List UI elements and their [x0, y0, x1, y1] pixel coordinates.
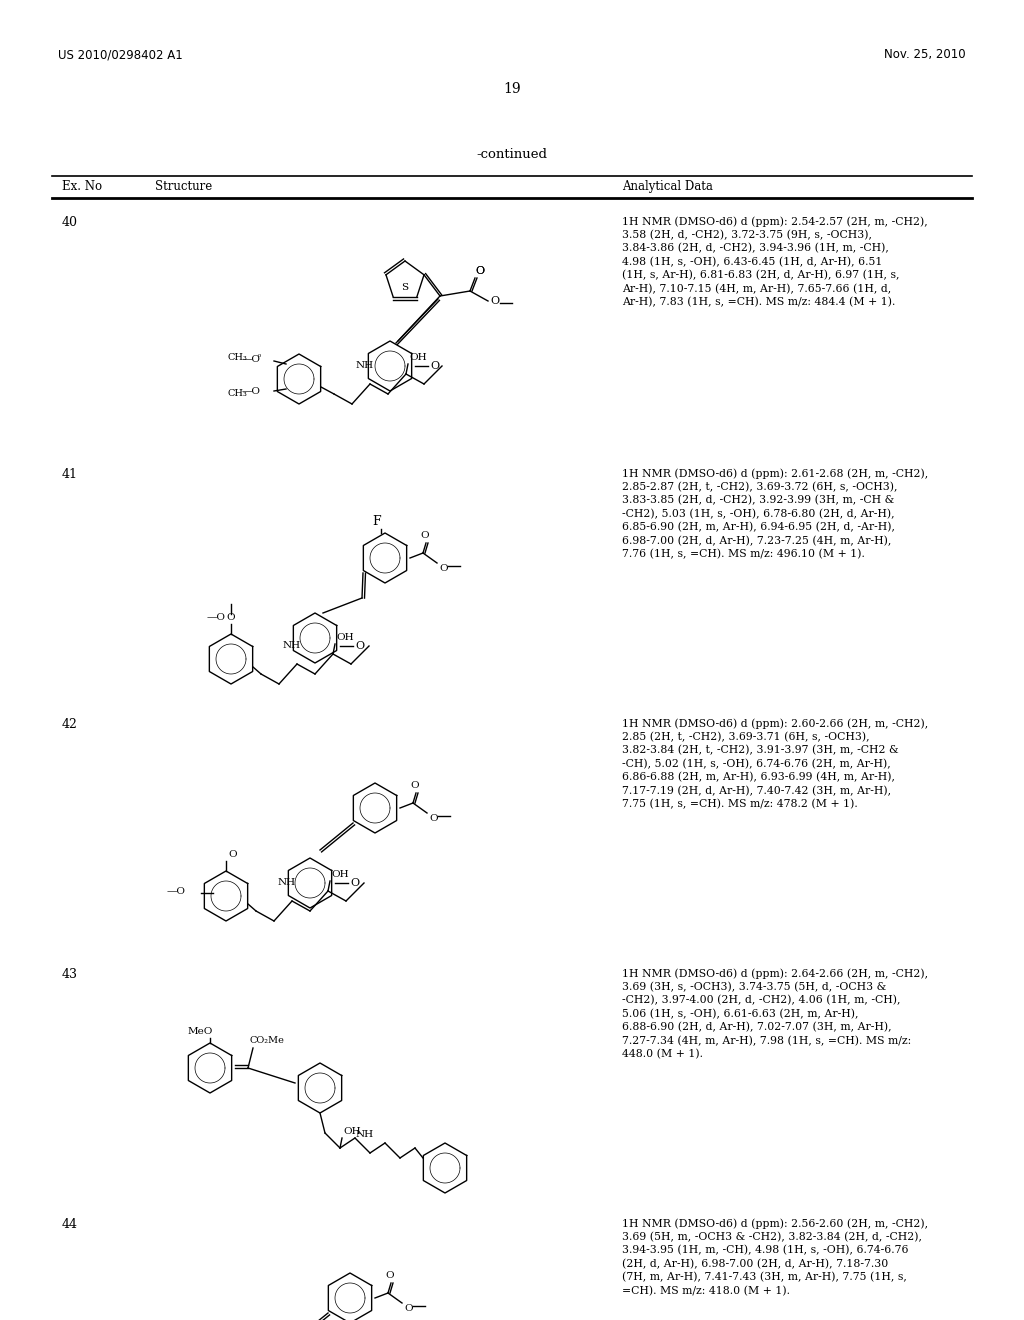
Text: Ar-H), 7.10-7.15 (4H, m, Ar-H), 7.65-7.66 (1H, d,: Ar-H), 7.10-7.15 (4H, m, Ar-H), 7.65-7.6… — [622, 284, 891, 294]
Text: O: O — [439, 564, 447, 573]
Text: Ex. No: Ex. No — [62, 180, 102, 193]
Text: OH: OH — [331, 870, 348, 879]
Text: Ar-H), 7.83 (1H, s, =CH). MS m/z: 484.4 (M + 1).: Ar-H), 7.83 (1H, s, =CH). MS m/z: 484.4 … — [622, 297, 895, 308]
Text: US 2010/0298402 A1: US 2010/0298402 A1 — [58, 48, 182, 61]
Text: O: O — [386, 1271, 394, 1280]
Text: O: O — [404, 1304, 413, 1313]
Text: 2.85 (2H, t, -CH2), 3.69-3.71 (6H, s, -OCH3),: 2.85 (2H, t, -CH2), 3.69-3.71 (6H, s, -O… — [622, 731, 869, 742]
Text: F: F — [373, 515, 381, 528]
Text: -continued: -continued — [476, 148, 548, 161]
Text: 7.17-7.19 (2H, d, Ar-H), 7.40-7.42 (3H, m, Ar-H),: 7.17-7.19 (2H, d, Ar-H), 7.40-7.42 (3H, … — [622, 785, 891, 796]
Text: 42: 42 — [62, 718, 78, 731]
Text: 7.27-7.34 (4H, m, Ar-H), 7.98 (1H, s, =CH). MS m/z:: 7.27-7.34 (4H, m, Ar-H), 7.98 (1H, s, =C… — [622, 1035, 911, 1045]
Text: CO₂Me: CO₂Me — [250, 1036, 285, 1045]
Text: NH: NH — [356, 360, 374, 370]
Text: 6.98-7.00 (2H, d, Ar-H), 7.23-7.25 (4H, m, Ar-H),: 6.98-7.00 (2H, d, Ar-H), 7.23-7.25 (4H, … — [622, 536, 891, 546]
Text: 448.0 (M + 1).: 448.0 (M + 1). — [622, 1049, 703, 1060]
Text: MeO: MeO — [187, 1027, 213, 1036]
Text: NH: NH — [278, 878, 296, 887]
Text: O: O — [490, 296, 499, 306]
Text: O: O — [475, 267, 484, 276]
Text: O: O — [421, 531, 429, 540]
Text: 6.88-6.90 (2H, d, Ar-H), 7.02-7.07 (3H, m, Ar-H),: 6.88-6.90 (2H, d, Ar-H), 7.02-7.07 (3H, … — [622, 1022, 892, 1032]
Text: (1H, s, Ar-H), 6.81-6.83 (2H, d, Ar-H), 6.97 (1H, s,: (1H, s, Ar-H), 6.81-6.83 (2H, d, Ar-H), … — [622, 271, 899, 280]
Text: O: O — [355, 642, 365, 651]
Text: 1H NMR (DMSO-d6) d (ppm): 2.60-2.66 (2H, m, -CH2),: 1H NMR (DMSO-d6) d (ppm): 2.60-2.66 (2H,… — [622, 718, 928, 729]
Text: 3.84-3.86 (2H, d, -CH2), 3.94-3.96 (1H, m, -CH),: 3.84-3.86 (2H, d, -CH2), 3.94-3.96 (1H, … — [622, 243, 889, 253]
Text: 43: 43 — [62, 968, 78, 981]
Text: CH₃: CH₃ — [227, 352, 247, 362]
Text: —O: —O — [242, 387, 261, 396]
Text: 1H NMR (DMSO-d6) d (ppm): 2.64-2.66 (2H, m, -CH2),: 1H NMR (DMSO-d6) d (ppm): 2.64-2.66 (2H,… — [622, 968, 928, 978]
Text: (7H, m, Ar-H), 7.41-7.43 (3H, m, Ar-H), 7.75 (1H, s,: (7H, m, Ar-H), 7.41-7.43 (3H, m, Ar-H), … — [622, 1272, 907, 1282]
Text: o: o — [257, 352, 261, 358]
Text: O: O — [350, 878, 359, 888]
Text: Structure: Structure — [155, 180, 212, 193]
Text: 3.94-3.95 (1H, m, -CH), 4.98 (1H, s, -OH), 6.74-6.76: 3.94-3.95 (1H, m, -CH), 4.98 (1H, s, -OH… — [622, 1245, 908, 1255]
Text: O: O — [411, 781, 419, 789]
Text: (2H, d, Ar-H), 6.98-7.00 (2H, d, Ar-H), 7.18-7.30: (2H, d, Ar-H), 6.98-7.00 (2H, d, Ar-H), … — [622, 1258, 888, 1269]
Text: 3.83-3.85 (2H, d, -CH2), 3.92-3.99 (3H, m, -CH &: 3.83-3.85 (2H, d, -CH2), 3.92-3.99 (3H, … — [622, 495, 894, 506]
Text: CH₃: CH₃ — [227, 388, 247, 397]
Text: -CH), 5.02 (1H, s, -OH), 6.74-6.76 (2H, m, Ar-H),: -CH), 5.02 (1H, s, -OH), 6.74-6.76 (2H, … — [622, 759, 891, 768]
Text: 3.69 (3H, s, -OCH3), 3.74-3.75 (5H, d, -OCH3 &: 3.69 (3H, s, -OCH3), 3.74-3.75 (5H, d, -… — [622, 982, 886, 991]
Text: 7.75 (1H, s, =CH). MS m/z: 478.2 (M + 1).: 7.75 (1H, s, =CH). MS m/z: 478.2 (M + 1)… — [622, 799, 858, 809]
Text: 2.85-2.87 (2H, t, -CH2), 3.69-3.72 (6H, s, -OCH3),: 2.85-2.87 (2H, t, -CH2), 3.69-3.72 (6H, … — [622, 482, 897, 492]
Text: NH: NH — [283, 642, 301, 649]
Text: -CH2), 3.97-4.00 (2H, d, -CH2), 4.06 (1H, m, -CH),: -CH2), 3.97-4.00 (2H, d, -CH2), 4.06 (1H… — [622, 995, 900, 1006]
Text: 1H NMR (DMSO-d6) d (ppm): 2.54-2.57 (2H, m, -CH2),: 1H NMR (DMSO-d6) d (ppm): 2.54-2.57 (2H,… — [622, 216, 928, 227]
Text: 3.58 (2H, d, -CH2), 3.72-3.75 (9H, s, -OCH3),: 3.58 (2H, d, -CH2), 3.72-3.75 (9H, s, -O… — [622, 230, 872, 240]
Text: 3.69 (5H, m, -OCH3 & -CH2), 3.82-3.84 (2H, d, -CH2),: 3.69 (5H, m, -OCH3 & -CH2), 3.82-3.84 (2… — [622, 1232, 922, 1242]
Text: 19: 19 — [503, 82, 521, 96]
Text: O: O — [228, 850, 237, 859]
Text: —O: —O — [242, 355, 261, 363]
Text: O: O — [226, 612, 236, 622]
Text: NH: NH — [356, 1130, 374, 1139]
Text: Analytical Data: Analytical Data — [622, 180, 713, 193]
Text: OH: OH — [336, 634, 353, 642]
Text: 3.82-3.84 (2H, t, -CH2), 3.91-3.97 (3H, m, -CH2 &: 3.82-3.84 (2H, t, -CH2), 3.91-3.97 (3H, … — [622, 744, 899, 755]
Text: S: S — [401, 284, 409, 293]
Text: OH: OH — [343, 1127, 360, 1137]
Text: 44: 44 — [62, 1218, 78, 1232]
Text: =CH). MS m/z: 418.0 (M + 1).: =CH). MS m/z: 418.0 (M + 1). — [622, 1286, 790, 1296]
Text: O: O — [430, 360, 439, 371]
Text: 41: 41 — [62, 469, 78, 480]
Text: O: O — [475, 267, 484, 276]
Text: 1H NMR (DMSO-d6) d (ppm): 2.61-2.68 (2H, m, -CH2),: 1H NMR (DMSO-d6) d (ppm): 2.61-2.68 (2H,… — [622, 469, 928, 479]
Text: 6.86-6.88 (2H, m, Ar-H), 6.93-6.99 (4H, m, Ar-H),: 6.86-6.88 (2H, m, Ar-H), 6.93-6.99 (4H, … — [622, 772, 895, 783]
Text: —O: —O — [207, 612, 226, 622]
Text: OH: OH — [409, 352, 427, 362]
Text: 5.06 (1H, s, -OH), 6.61-6.63 (2H, m, Ar-H),: 5.06 (1H, s, -OH), 6.61-6.63 (2H, m, Ar-… — [622, 1008, 858, 1019]
Text: O: O — [429, 814, 437, 822]
Text: 7.76 (1H, s, =CH). MS m/z: 496.10 (M + 1).: 7.76 (1H, s, =CH). MS m/z: 496.10 (M + 1… — [622, 549, 865, 560]
Text: 40: 40 — [62, 216, 78, 228]
Text: 1H NMR (DMSO-d6) d (ppm): 2.56-2.60 (2H, m, -CH2),: 1H NMR (DMSO-d6) d (ppm): 2.56-2.60 (2H,… — [622, 1218, 928, 1229]
Text: 4.98 (1H, s, -OH), 6.43-6.45 (1H, d, Ar-H), 6.51: 4.98 (1H, s, -OH), 6.43-6.45 (1H, d, Ar-… — [622, 256, 883, 267]
Text: -CH2), 5.03 (1H, s, -OH), 6.78-6.80 (2H, d, Ar-H),: -CH2), 5.03 (1H, s, -OH), 6.78-6.80 (2H,… — [622, 508, 895, 519]
Text: Nov. 25, 2010: Nov. 25, 2010 — [885, 48, 966, 61]
Text: —O: —O — [167, 887, 186, 895]
Text: 6.85-6.90 (2H, m, Ar-H), 6.94-6.95 (2H, d, -Ar-H),: 6.85-6.90 (2H, m, Ar-H), 6.94-6.95 (2H, … — [622, 521, 895, 532]
